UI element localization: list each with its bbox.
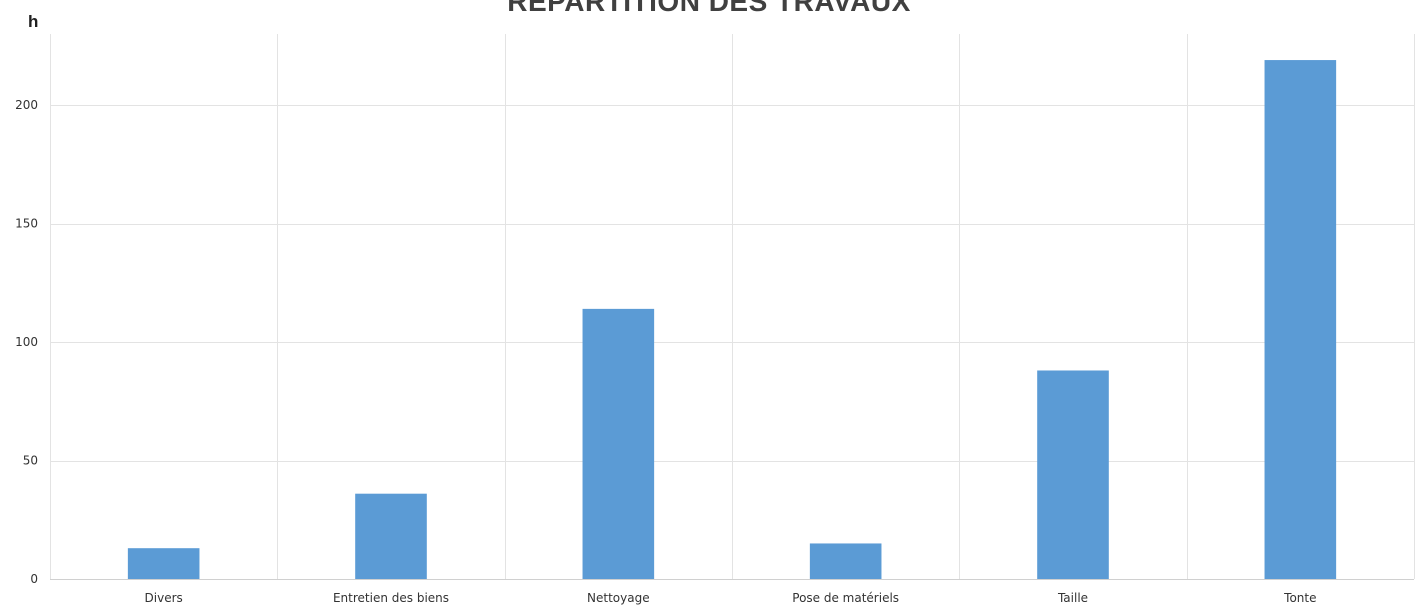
y-tick-label: 200 (15, 98, 38, 112)
y-tick-label: 0 (30, 572, 38, 586)
bar-nettoyage (582, 308, 655, 579)
bar-taille (1037, 370, 1109, 579)
x-tick-label: Taille (1057, 591, 1088, 605)
y-axis-unit-label: h (28, 12, 39, 31)
x-tick-label: Pose de matériels (792, 591, 899, 605)
y-tick-label: 50 (23, 454, 38, 468)
bar-pose-de-mat-riels (809, 543, 882, 579)
bar-tonte (1264, 60, 1337, 580)
bar-entretien-des-biens (355, 493, 427, 579)
y-tick-label: 100 (15, 335, 38, 349)
x-tick-label: Divers (145, 591, 183, 605)
x-tick-label: Tonte (1283, 591, 1316, 605)
chart-title: RÉPARTITION DES TRAVAUX (507, 0, 911, 17)
x-tick-label: Nettoyage (587, 591, 650, 605)
y-tick-label: 150 (15, 217, 38, 231)
x-tick-label: Entretien des biens (333, 591, 449, 605)
bar-divers (127, 548, 200, 579)
